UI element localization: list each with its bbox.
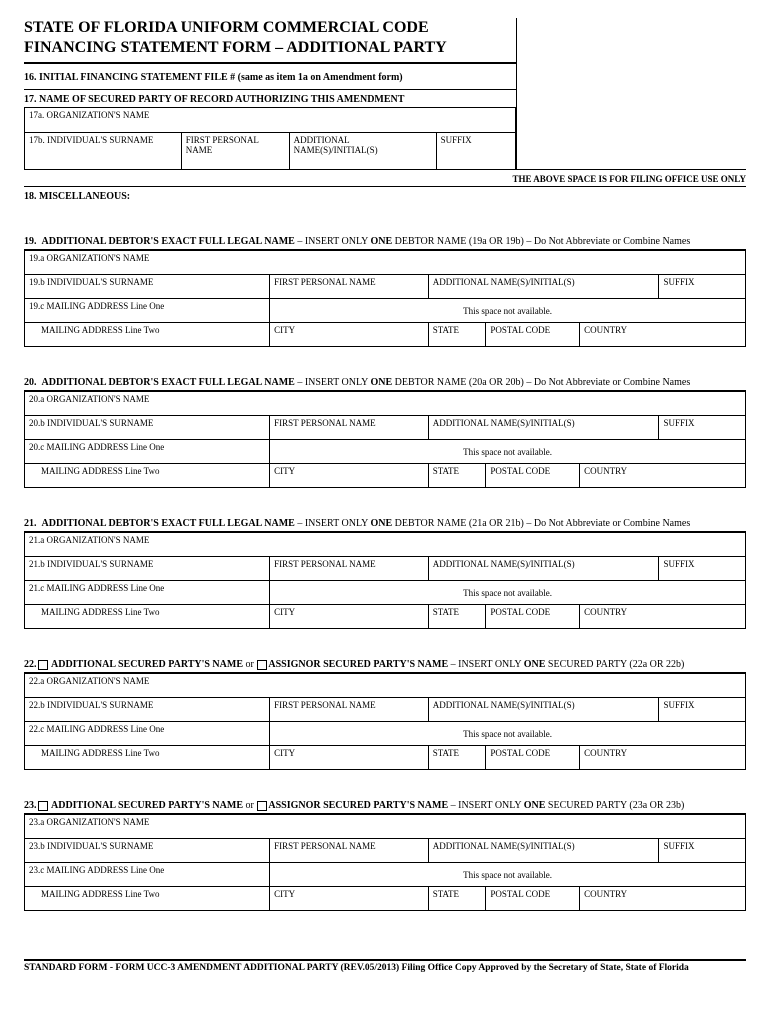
party-table-23: 23.a ORGANIZATION'S NAME 23.b INDIVIDUAL…: [24, 814, 746, 911]
postal-21[interactable]: POSTAL CODE: [486, 605, 580, 629]
surname-21[interactable]: 21.b INDIVIDUAL'S SURNAME: [25, 557, 270, 581]
state-21[interactable]: STATE: [428, 605, 486, 629]
postal-19[interactable]: POSTAL CODE: [486, 323, 580, 347]
item-17-label: 17. NAME OF SECURED PARTY OF RECORD AUTH…: [24, 90, 516, 107]
section-header-20: 20. ADDITIONAL DEBTOR'S EXACT FULL LEGAL…: [24, 375, 746, 391]
city-21[interactable]: CITY: [270, 605, 429, 629]
not-available-19: This space not available.: [270, 299, 746, 323]
item-17b-surname: 17b. INDIVIDUAL'S SURNAME: [25, 133, 182, 169]
city-20[interactable]: CITY: [270, 464, 429, 488]
filing-office-box: [516, 18, 746, 170]
section-header-21: 21. ADDITIONAL DEBTOR'S EXACT FULL LEGAL…: [24, 516, 746, 532]
footer-text: STANDARD FORM - FORM UCC-3 AMENDMENT ADD…: [24, 963, 746, 973]
checkbox-assignor-23[interactable]: [257, 801, 267, 811]
item-17a: 17a. ORGANIZATION'S NAME: [25, 108, 515, 133]
item-17b-additional: ADDITIONAL NAME(S)/INITIAL(S): [290, 133, 437, 169]
title-line1: STATE OF FLORIDA UNIFORM COMMERCIAL CODE: [24, 19, 429, 36]
footer-rule: STANDARD FORM - FORM UCC-3 AMENDMENT ADD…: [24, 959, 746, 973]
item-17b-first: FIRST PERSONAL NAME: [182, 133, 290, 169]
country-23[interactable]: COUNTRY: [580, 887, 746, 911]
addr2-21[interactable]: MAILING ADDRESS Line Two: [25, 605, 270, 629]
item-18: 18. MISCELLANEOUS:: [24, 187, 746, 206]
addr1-21[interactable]: 21.c MAILING ADDRESS Line One: [25, 581, 270, 605]
additional-name-19[interactable]: ADDITIONAL NAME(S)/INITIAL(S): [428, 275, 659, 299]
surname-20[interactable]: 20.b INDIVIDUAL'S SURNAME: [25, 416, 270, 440]
country-22[interactable]: COUNTRY: [580, 746, 746, 770]
suffix-23[interactable]: SUFFIX: [659, 839, 746, 863]
title-line2: FINANCING STATEMENT FORM – ADDITIONAL PA…: [24, 39, 447, 56]
first-name-22[interactable]: FIRST PERSONAL NAME: [270, 698, 429, 722]
first-name-21[interactable]: FIRST PERSONAL NAME: [270, 557, 429, 581]
postal-23[interactable]: POSTAL CODE: [486, 887, 580, 911]
addr1-22[interactable]: 22.c MAILING ADDRESS Line One: [25, 722, 270, 746]
first-name-19[interactable]: FIRST PERSONAL NAME: [270, 275, 429, 299]
country-19[interactable]: COUNTRY: [580, 323, 746, 347]
surname-19[interactable]: 19.b INDIVIDUAL'S SURNAME: [25, 275, 270, 299]
checkbox-additional-23[interactable]: [38, 801, 48, 811]
state-22[interactable]: STATE: [428, 746, 486, 770]
first-name-23[interactable]: FIRST PERSONAL NAME: [270, 839, 429, 863]
city-19[interactable]: CITY: [270, 323, 429, 347]
party-table-22: 22.a ORGANIZATION'S NAME 22.b INDIVIDUAL…: [24, 673, 746, 770]
surname-22[interactable]: 22.b INDIVIDUAL'S SURNAME: [25, 698, 270, 722]
postal-22[interactable]: POSTAL CODE: [486, 746, 580, 770]
org-name-21[interactable]: 21.a ORGANIZATION'S NAME: [25, 533, 746, 557]
additional-name-23[interactable]: ADDITIONAL NAME(S)/INITIAL(S): [428, 839, 659, 863]
party-table-20: 20.a ORGANIZATION'S NAME 20.b INDIVIDUAL…: [24, 391, 746, 488]
section-header-23: 23. ADDITIONAL SECURED PARTY'S NAME or A…: [24, 798, 746, 814]
org-name-20[interactable]: 20.a ORGANIZATION'S NAME: [25, 392, 746, 416]
additional-name-22[interactable]: ADDITIONAL NAME(S)/INITIAL(S): [428, 698, 659, 722]
addr1-20[interactable]: 20.c MAILING ADDRESS Line One: [25, 440, 270, 464]
addr1-23[interactable]: 23.c MAILING ADDRESS Line One: [25, 863, 270, 887]
first-name-20[interactable]: FIRST PERSONAL NAME: [270, 416, 429, 440]
item-17b-suffix: SUFFIX: [437, 133, 515, 169]
not-available-20: This space not available.: [270, 440, 746, 464]
section-header-19: 19. ADDITIONAL DEBTOR'S EXACT FULL LEGAL…: [24, 234, 746, 250]
org-name-19[interactable]: 19.a ORGANIZATION'S NAME: [25, 251, 746, 275]
suffix-22[interactable]: SUFFIX: [659, 698, 746, 722]
box-17: 17a. ORGANIZATION'S NAME 17b. INDIVIDUAL…: [24, 107, 516, 170]
additional-name-21[interactable]: ADDITIONAL NAME(S)/INITIAL(S): [428, 557, 659, 581]
item-16: 16. INITIAL FINANCING STATEMENT FILE # (…: [24, 70, 516, 90]
state-23[interactable]: STATE: [428, 887, 486, 911]
header-section: STATE OF FLORIDA UNIFORM COMMERCIAL CODE…: [24, 18, 746, 170]
checkbox-assignor-22[interactable]: [257, 660, 267, 670]
party-table-19: 19.a ORGANIZATION'S NAME 19.b INDIVIDUAL…: [24, 250, 746, 347]
city-22[interactable]: CITY: [270, 746, 429, 770]
country-20[interactable]: COUNTRY: [580, 464, 746, 488]
addr1-19[interactable]: 19.c MAILING ADDRESS Line One: [25, 299, 270, 323]
checkbox-additional-22[interactable]: [38, 660, 48, 670]
item-17b-row: 17b. INDIVIDUAL'S SURNAME FIRST PERSONAL…: [25, 133, 515, 169]
addr2-19[interactable]: MAILING ADDRESS Line Two: [25, 323, 270, 347]
addr2-22[interactable]: MAILING ADDRESS Line Two: [25, 746, 270, 770]
state-19[interactable]: STATE: [428, 323, 486, 347]
not-available-21: This space not available.: [270, 581, 746, 605]
section-header-22: 22. ADDITIONAL SECURED PARTY'S NAME or A…: [24, 657, 746, 673]
suffix-19[interactable]: SUFFIX: [659, 275, 746, 299]
org-name-22[interactable]: 22.a ORGANIZATION'S NAME: [25, 674, 746, 698]
surname-23[interactable]: 23.b INDIVIDUAL'S SURNAME: [25, 839, 270, 863]
not-available-22: This space not available.: [270, 722, 746, 746]
party-table-21: 21.a ORGANIZATION'S NAME 21.b INDIVIDUAL…: [24, 532, 746, 629]
suffix-21[interactable]: SUFFIX: [659, 557, 746, 581]
suffix-20[interactable]: SUFFIX: [659, 416, 746, 440]
city-23[interactable]: CITY: [270, 887, 429, 911]
postal-20[interactable]: POSTAL CODE: [486, 464, 580, 488]
country-21[interactable]: COUNTRY: [580, 605, 746, 629]
filing-office-note: THE ABOVE SPACE IS FOR FILING OFFICE USE…: [24, 172, 746, 187]
state-20[interactable]: STATE: [428, 464, 486, 488]
org-name-23[interactable]: 23.a ORGANIZATION'S NAME: [25, 815, 746, 839]
header-left: STATE OF FLORIDA UNIFORM COMMERCIAL CODE…: [24, 18, 516, 170]
form-title: STATE OF FLORIDA UNIFORM COMMERCIAL CODE…: [24, 18, 516, 64]
addr2-20[interactable]: MAILING ADDRESS Line Two: [25, 464, 270, 488]
addr2-23[interactable]: MAILING ADDRESS Line Two: [25, 887, 270, 911]
not-available-23: This space not available.: [270, 863, 746, 887]
additional-name-20[interactable]: ADDITIONAL NAME(S)/INITIAL(S): [428, 416, 659, 440]
